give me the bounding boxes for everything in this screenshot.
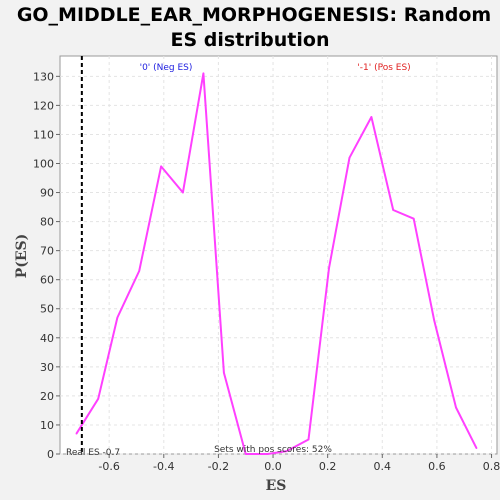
data-point xyxy=(328,267,330,269)
x-tick-label: 0.8 xyxy=(483,460,500,473)
y-tick-label: 50 xyxy=(40,303,54,316)
data-point xyxy=(285,450,288,452)
y-axis-label: P(ES) xyxy=(14,234,30,279)
es-distribution-line xyxy=(75,72,478,455)
data-point xyxy=(223,371,225,374)
y-tick-label: 70 xyxy=(40,245,54,258)
y-tick-label: 80 xyxy=(40,216,54,229)
data-point xyxy=(116,316,119,319)
sets-pos-label: Sets with pos scores: 52% xyxy=(214,445,332,455)
neg-es-label: '0' (Neg ES) xyxy=(140,63,193,73)
data-point xyxy=(97,398,99,400)
series-layer xyxy=(75,72,478,455)
data-point xyxy=(370,116,373,118)
y-tick-label: 20 xyxy=(40,390,54,403)
plot-area xyxy=(59,55,498,455)
axis-ticks: 0 10 20 30 40 50 60 70 80 90 100 110 120 130 -0.6 -0.4 -… xyxy=(33,70,500,473)
data-point xyxy=(433,319,436,322)
data-point xyxy=(202,72,205,75)
data-point xyxy=(138,270,140,272)
y-tick-label: 130 xyxy=(33,70,54,83)
y-tick-label: 100 xyxy=(33,157,54,170)
x-tick-label: -0.4 xyxy=(153,460,174,473)
y-tick-label: 110 xyxy=(33,128,54,141)
data-point xyxy=(392,209,395,211)
data-point xyxy=(182,191,184,194)
x-axis-label: ES xyxy=(266,478,287,494)
chart-title-line-2: ES distribution xyxy=(171,29,330,51)
y-tick-label: 40 xyxy=(40,332,54,345)
chart-title-line-1: GO_MIDDLE_EAR_MORPHOGENESIS: Random xyxy=(17,4,491,26)
data-point xyxy=(160,165,162,168)
y-tick-label: 30 xyxy=(40,361,54,374)
real-es-label: Real ES -0.7 xyxy=(66,448,120,458)
x-tick-label: -0.6 xyxy=(98,460,119,473)
data-point xyxy=(455,406,457,409)
grid-lines xyxy=(60,56,497,455)
data-point xyxy=(244,453,247,455)
x-tick-label: 0.6 xyxy=(428,460,446,473)
y-tick-label: 60 xyxy=(40,274,54,287)
x-tick-label: 0.2 xyxy=(319,460,337,473)
y-tick-label: 120 xyxy=(33,99,54,112)
data-point xyxy=(75,432,78,435)
x-tick-label: -0.2 xyxy=(208,460,229,473)
pos-es-label: '-1' (Pos ES) xyxy=(357,63,410,73)
data-point xyxy=(266,453,269,455)
y-tick-label: 0 xyxy=(47,448,54,461)
data-point xyxy=(348,156,351,159)
data-point xyxy=(475,447,478,450)
x-tick-label: 0.4 xyxy=(374,460,392,473)
y-tick-label: 90 xyxy=(40,187,54,200)
x-tick-label: 0.0 xyxy=(264,460,282,473)
data-point xyxy=(412,217,415,220)
y-tick-label: 10 xyxy=(40,419,54,432)
data-point xyxy=(307,438,310,441)
